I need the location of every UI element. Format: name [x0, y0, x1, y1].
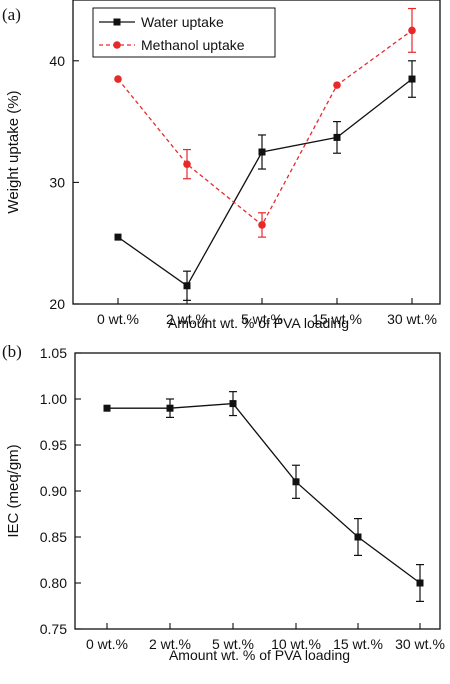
x-tick-label: 0 wt.%: [86, 636, 128, 652]
legend-label: Water uptake: [141, 14, 224, 30]
data-point: [183, 282, 191, 290]
y-tick-label: 0.75: [40, 621, 67, 637]
data-point: [114, 233, 122, 241]
plot-frame: [74, 352, 441, 630]
x-axis-label: Amount wt. % of PVA loading: [168, 315, 349, 331]
y-tick-label: 40: [49, 53, 65, 69]
y-tick-label: 0.80: [40, 575, 67, 591]
x-tick-label: 2 wt.%: [166, 311, 208, 327]
data-point: [258, 221, 266, 229]
x-axis-label: Amount wt. % of PVA loading: [169, 647, 350, 663]
x-tick-label: 15 wt.%: [333, 636, 383, 652]
data-point: [114, 75, 122, 83]
data-point: [183, 160, 191, 168]
legend-marker: [113, 41, 121, 49]
panel-label: (a): [2, 5, 21, 24]
x-tick-label: 10 wt.%: [271, 636, 321, 652]
x-tick-label: 5 wt.%: [212, 636, 254, 652]
y-tick-label: 1.05: [40, 345, 67, 361]
y-tick-label: 1.00: [40, 391, 67, 407]
data-point: [166, 404, 174, 412]
x-tick-label: 2 wt.%: [149, 636, 191, 652]
data-point: [354, 533, 362, 541]
data-point: [229, 400, 237, 408]
series-line: [107, 402, 421, 584]
data-point: [292, 478, 300, 486]
data-point: [333, 133, 341, 141]
data-point: [408, 75, 416, 83]
legend-label: Methanol uptake: [141, 37, 245, 53]
data-point: [103, 404, 111, 412]
x-tick-label: 30 wt.%: [387, 311, 437, 327]
y-tick-label: 0.95: [40, 437, 67, 453]
x-tick-label: 30 wt.%: [395, 636, 445, 652]
legend-box: [92, 7, 276, 58]
y-tick-label: 0.90: [40, 483, 67, 499]
y-tick-label: 20: [49, 296, 65, 312]
x-tick-label: 15 wt.%: [312, 311, 362, 327]
x-tick-label: 0 wt.%: [97, 311, 139, 327]
data-point: [408, 26, 416, 35]
series-line: [117, 29, 413, 226]
data-point: [258, 148, 266, 156]
x-tick-label: 5 wt.%: [241, 311, 283, 327]
legend-marker: [113, 18, 121, 26]
y-tick-label: 0.85: [40, 529, 67, 545]
y-axis-label: Weight uptake (%): [5, 90, 22, 213]
series-line: [117, 78, 413, 287]
data-point: [416, 579, 424, 587]
y-tick-label: 30: [49, 174, 65, 190]
panel-label: (b): [2, 342, 22, 361]
y-axis-label: IEC (meq/gm): [5, 444, 22, 537]
data-point: [333, 81, 341, 89]
plot-frame: [72, 0, 441, 305]
